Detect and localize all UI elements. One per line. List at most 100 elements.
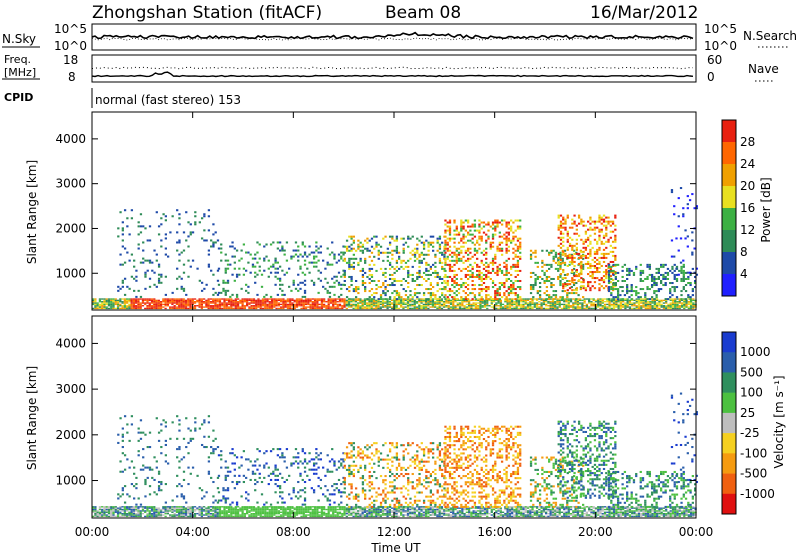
power-cell — [457, 241, 461, 244]
power-cell — [660, 305, 663, 307]
power-cell — [573, 279, 576, 282]
velocity-cell — [139, 511, 142, 513]
power-cell — [153, 307, 156, 310]
power-cell — [413, 247, 417, 250]
power-cell — [103, 299, 106, 302]
power-cell — [684, 237, 687, 240]
power-cell — [575, 228, 578, 231]
power-cell — [216, 301, 219, 303]
power-cell — [148, 259, 152, 262]
power-cell — [189, 265, 192, 268]
power-cell — [558, 302, 561, 304]
power-cell — [556, 298, 559, 300]
power-cell — [157, 273, 161, 276]
velocity-cell — [304, 508, 308, 511]
power-cell — [370, 301, 373, 303]
power-cell — [266, 303, 269, 306]
power-cell — [494, 261, 497, 264]
power-cell — [483, 301, 487, 303]
power-cell — [534, 261, 537, 264]
power-cell — [270, 307, 274, 310]
power-cell — [554, 307, 557, 310]
velocity-cell — [121, 506, 124, 508]
power-cell — [655, 307, 659, 310]
power-cell — [375, 243, 378, 246]
power-cell — [434, 306, 437, 308]
velocity-cell — [347, 510, 351, 512]
velocity-cell — [119, 512, 122, 515]
velocity-cell — [257, 514, 260, 516]
power-cell — [557, 236, 560, 239]
power-cell — [622, 299, 625, 302]
power-cell — [606, 301, 609, 303]
power-cell — [397, 299, 401, 302]
power-cell — [436, 241, 439, 244]
power-cell — [582, 250, 585, 253]
cpid-label: CPID — [4, 91, 33, 104]
power-cell — [646, 301, 650, 303]
power-cell — [359, 306, 362, 308]
velocity-cell — [221, 515, 224, 518]
power-cell — [612, 303, 616, 306]
power-cell — [657, 269, 661, 272]
velocity-cell — [359, 515, 362, 518]
power-cell — [333, 281, 336, 284]
power-cell — [676, 306, 679, 308]
power-cell — [157, 233, 161, 236]
power-cell — [382, 273, 385, 276]
power-cell — [598, 218, 601, 221]
power-cell — [364, 282, 367, 285]
power-cell — [510, 241, 513, 244]
velocity-cell — [107, 515, 111, 518]
velocity-cell — [334, 510, 337, 512]
power-cell — [446, 263, 449, 266]
power-cell — [569, 305, 573, 307]
velocity-cell — [116, 514, 120, 516]
power-cell — [448, 290, 452, 293]
power-cell — [556, 302, 559, 304]
velocity-cell — [155, 512, 158, 515]
power-cell — [635, 299, 638, 302]
velocity-cell — [270, 512, 274, 515]
power-cell — [146, 259, 149, 262]
power-cell — [597, 305, 600, 307]
power-cell — [644, 302, 647, 304]
power-cell — [334, 306, 337, 308]
power-cell — [478, 294, 481, 297]
freq-panel: Freq. [MHz] 18 8 60 0 Nave — [2, 53, 779, 84]
power-cell — [624, 302, 627, 304]
power-cell — [571, 260, 574, 263]
power-cell — [589, 250, 592, 253]
power-cell — [598, 220, 601, 223]
power-cell — [297, 273, 300, 276]
power-cell — [448, 267, 452, 270]
power-cell — [300, 307, 303, 310]
power-cell — [489, 243, 492, 246]
power-cell — [664, 263, 667, 266]
power-cell — [258, 269, 261, 272]
power-cell — [584, 289, 588, 292]
velocity-cell — [313, 508, 317, 511]
power-cell — [471, 223, 474, 226]
power-cell — [602, 260, 606, 263]
power-cell — [658, 299, 661, 302]
power-cell — [101, 303, 104, 306]
power-cell — [415, 298, 419, 300]
power-cell — [682, 286, 685, 289]
velocity-cell — [212, 512, 215, 515]
power-cell — [480, 284, 483, 287]
power-cell — [239, 307, 242, 310]
power-cell — [377, 249, 380, 252]
velocity-cell — [257, 510, 260, 512]
power-cell — [225, 302, 228, 304]
power-cell — [508, 306, 512, 308]
velocity-cell — [250, 508, 253, 511]
velocity-cell — [137, 511, 140, 513]
power-cell — [504, 305, 507, 307]
power-cell — [422, 243, 426, 246]
velocity-cell — [209, 512, 213, 515]
power-cell — [202, 306, 206, 308]
power-cell — [94, 301, 97, 303]
power-cell — [612, 298, 615, 301]
power-cell — [425, 261, 428, 264]
